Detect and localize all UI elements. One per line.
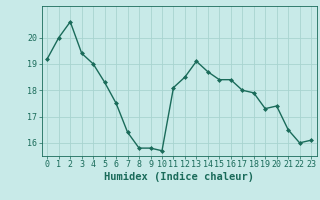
- X-axis label: Humidex (Indice chaleur): Humidex (Indice chaleur): [104, 172, 254, 182]
